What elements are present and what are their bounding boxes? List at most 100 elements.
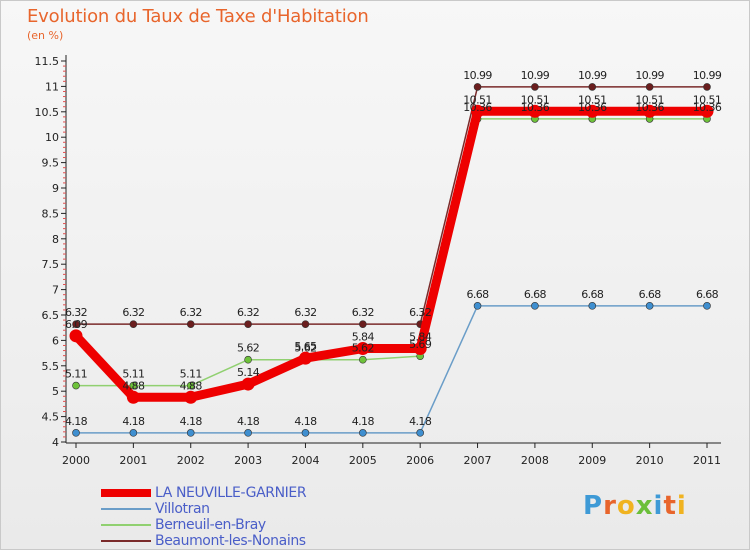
data-point	[700, 104, 714, 118]
data-label: 6.32	[294, 306, 316, 319]
x-tick-label: 2007	[464, 454, 492, 467]
data-point	[244, 355, 252, 364]
y-tick-label: 4	[52, 436, 59, 449]
y-tick-label: 7.5	[42, 258, 60, 271]
data-label: 6.09	[65, 318, 88, 331]
data-point	[645, 83, 654, 91]
data-point	[585, 104, 599, 118]
data-label: 6.68	[466, 288, 489, 301]
logo-letter: o	[616, 491, 636, 521]
data-label: 4.18	[352, 415, 375, 428]
data-label: 6.32	[180, 306, 202, 319]
data-label: 6.32	[409, 306, 431, 319]
data-label: 4.18	[65, 415, 88, 428]
data-label: 4.18	[180, 415, 203, 428]
y-tick-label: 9	[52, 182, 59, 195]
x-tick-label: 2009	[578, 454, 606, 467]
logo-letter: x	[635, 491, 654, 521]
chart-title: Evolution du Taux de Taxe d'Habitation	[27, 6, 369, 27]
data-label: 10.36	[693, 101, 722, 114]
data-label: 5.84	[352, 331, 375, 344]
x-tick-label: 2010	[636, 454, 664, 467]
y-tick-label: 11	[45, 80, 59, 93]
logo-letter: P	[583, 491, 604, 521]
data-point	[643, 104, 657, 118]
data-label: 6.68	[696, 288, 719, 301]
data-point	[72, 429, 80, 437]
series-line	[75, 118, 708, 387]
data-label: 4.18	[122, 415, 145, 428]
y-tick-label: 4.5	[42, 411, 60, 424]
data-point	[184, 390, 198, 404]
logo-letter: i	[653, 491, 664, 521]
data-label: 4.18	[409, 415, 432, 428]
data-point	[645, 302, 654, 310]
data-point	[301, 320, 310, 328]
data-label: 5.62	[352, 342, 374, 355]
data-label: 5.62	[294, 342, 316, 355]
data-point	[126, 390, 140, 404]
data-label: 10.36	[521, 101, 550, 114]
y-tick-label: 6	[52, 334, 59, 347]
data-point	[703, 83, 711, 91]
x-tick-label: 2005	[349, 454, 377, 467]
legend-label: Villotran	[155, 501, 210, 517]
proxiti-logo: Proxiti	[583, 491, 687, 521]
y-tick-label: 11.5	[35, 55, 60, 68]
legend-label: LA NEUVILLE-GARNIER	[155, 485, 307, 501]
data-label: 6.32	[352, 306, 374, 319]
y-tick-label: 5	[52, 385, 59, 398]
data-label: 10.51	[463, 93, 492, 106]
data-point	[72, 381, 80, 390]
data-point	[186, 381, 195, 390]
data-label: 5.62	[237, 342, 259, 355]
data-label: 4.18	[294, 415, 317, 428]
x-tick-label: 2011	[693, 454, 721, 467]
y-tick-label: 5.5	[42, 360, 60, 373]
axes-layer: 4 4.5 5 5.5 6 6.5 7 7.5 8 8.5 9 9.5 10 10.5 11 11.5 2000…	[35, 55, 721, 467]
series-line	[75, 86, 708, 325]
data-label: 5.11	[180, 368, 202, 381]
y-tick-label: 8	[52, 233, 59, 246]
data-label: 10.51	[521, 93, 550, 106]
y-tick-label: 10.5	[35, 106, 60, 119]
data-point	[298, 351, 312, 365]
data-point	[186, 429, 195, 437]
data-point	[359, 320, 367, 328]
data-label: 4.88	[122, 379, 145, 392]
y-tick-label: 10	[45, 131, 59, 144]
y-tick-label: 7	[52, 284, 59, 297]
data-label: 6.68	[639, 288, 662, 301]
data-label: 5.69	[409, 338, 432, 351]
legend-swatch	[101, 489, 151, 497]
logo-letter: i	[676, 491, 687, 521]
series-line	[75, 305, 708, 434]
data-label: 10.51	[635, 93, 664, 106]
data-point	[471, 104, 485, 118]
data-point	[69, 329, 83, 343]
data-point	[531, 302, 539, 310]
x-tick-label: 2001	[119, 454, 147, 467]
x-tick-label: 2004	[291, 454, 319, 467]
data-point	[186, 320, 195, 328]
data-point	[129, 320, 138, 328]
legend-label: Berneuil-en-Bray	[155, 517, 266, 533]
data-label: 10.99	[463, 69, 492, 82]
data-point	[413, 342, 427, 356]
series-layer	[69, 83, 714, 437]
y-tick-label: 6.5	[42, 309, 60, 322]
data-point	[588, 302, 597, 310]
data-point	[416, 429, 424, 437]
data-label: 6.32	[65, 306, 87, 319]
data-point	[72, 320, 80, 328]
data-label: 10.36	[578, 101, 607, 114]
data-label: 5.14	[237, 366, 260, 379]
data-label: 10.99	[635, 69, 664, 82]
data-point	[244, 320, 252, 328]
data-point	[531, 83, 539, 91]
data-point	[473, 302, 482, 310]
data-label: 5.11	[122, 368, 144, 381]
data-point	[588, 83, 597, 91]
